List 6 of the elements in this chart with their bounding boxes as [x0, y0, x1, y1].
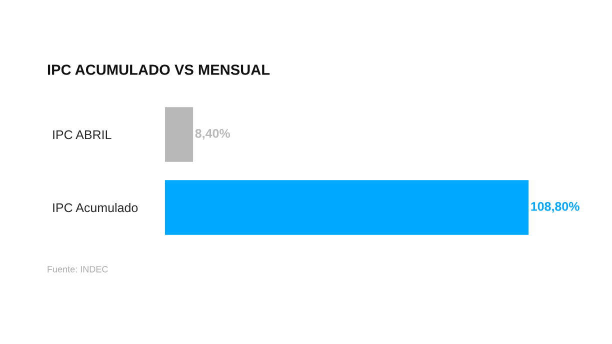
data-label: 108,80% — [531, 202, 580, 213]
data-label: 8,40% — [195, 129, 230, 140]
source-note: Fuente: INDEC — [48, 266, 108, 272]
y-tick-label: IPC ABRIL — [53, 130, 112, 140]
chart-title: IPC ACUMULADO VS MENSUAL — [48, 64, 270, 75]
y-tick-label: IPC Acumulado — [53, 202, 138, 212]
